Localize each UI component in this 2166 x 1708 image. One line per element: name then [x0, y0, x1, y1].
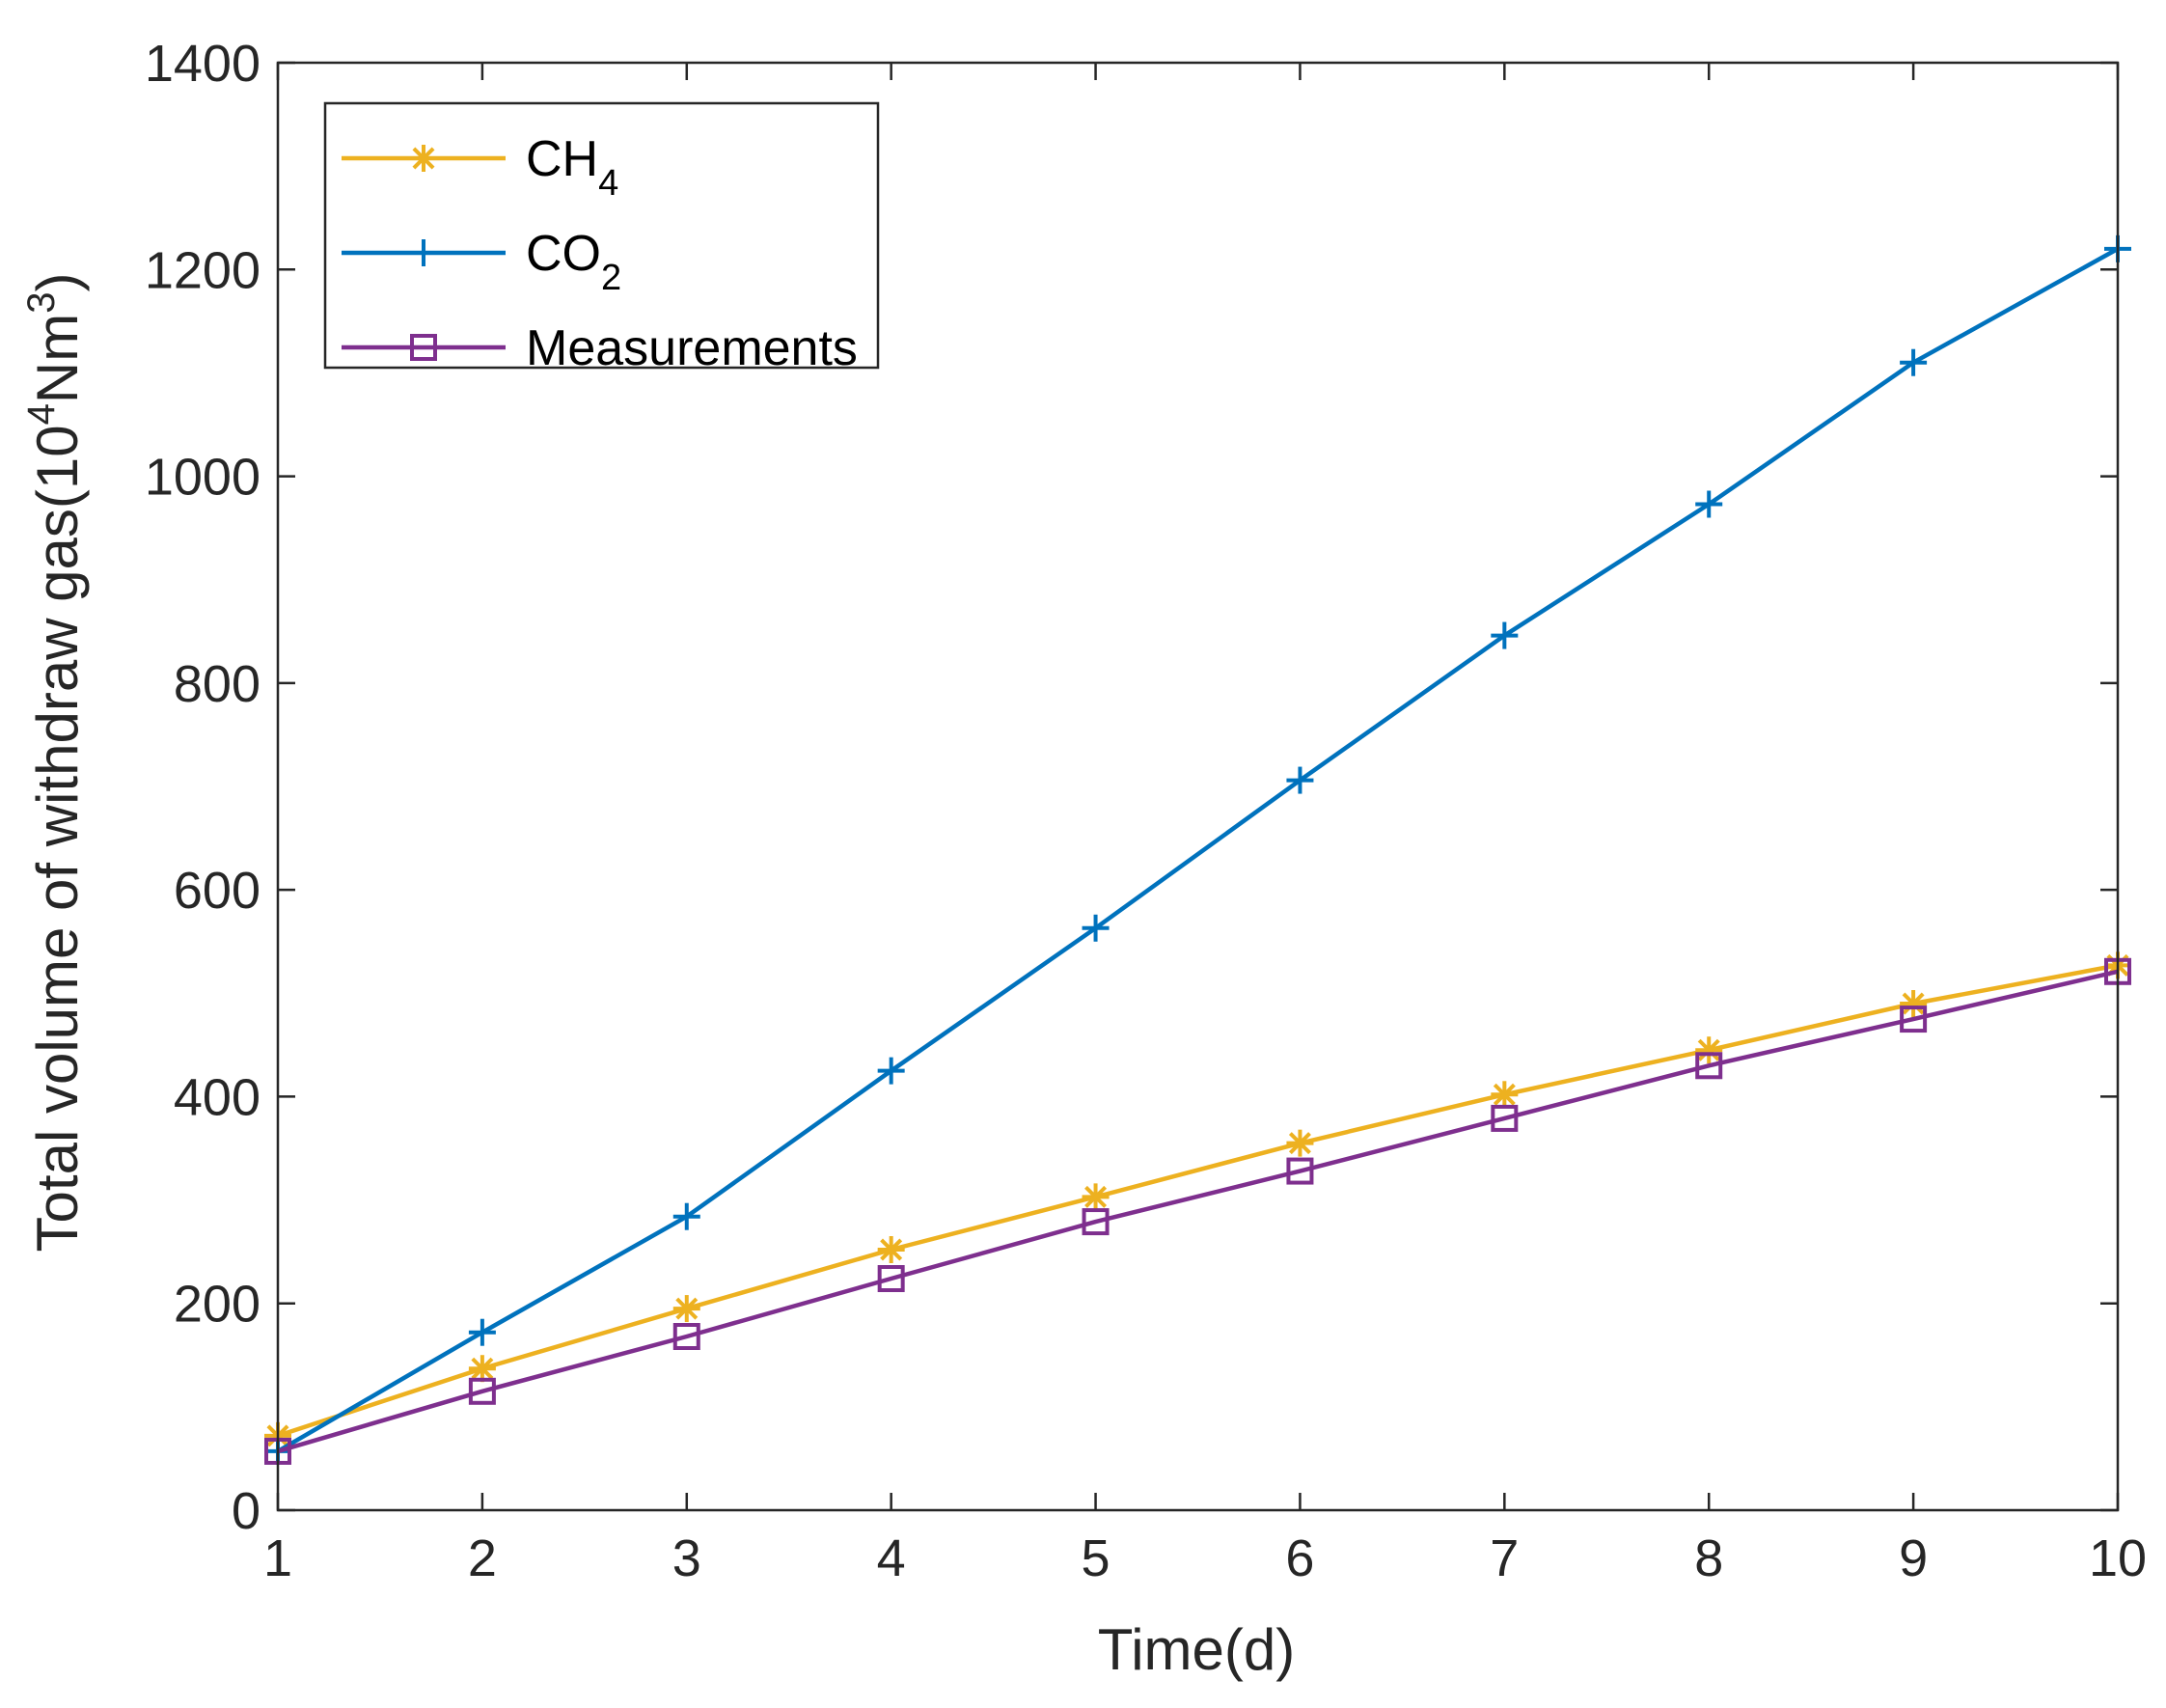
- y-tick-label: 600: [174, 862, 260, 920]
- x-tick-label: 4: [877, 1529, 906, 1587]
- series-layer: [264, 234, 2131, 1465]
- y-axis-label-unit: Nm: [25, 314, 90, 403]
- data-point-ch4: [1491, 1081, 1519, 1109]
- data-point-measurements: [1082, 1208, 1110, 1236]
- y-axis-label-text: Total volume of withdraw gas(10: [25, 425, 90, 1252]
- legend-label: CO2: [526, 226, 621, 298]
- x-tick-label: 7: [1490, 1529, 1519, 1587]
- data-point-measurements: [468, 1377, 496, 1405]
- data-point-measurements: [1491, 1104, 1519, 1132]
- data-point-measurements: [877, 1265, 905, 1292]
- data-point-measurements: [1695, 1052, 1723, 1080]
- y-tick-label: 400: [174, 1068, 260, 1126]
- data-point-ch4: [1286, 1129, 1314, 1157]
- data-point-measurements: [1900, 1006, 1928, 1033]
- legend-box: [323, 101, 880, 370]
- axes-layer: 1 2 3 4 5 6 7 8 9 10 0 200 400 600 800 1000 1200 1400: [145, 35, 2147, 1587]
- legend-label: CH4: [526, 131, 618, 204]
- legend-label: Measurements: [526, 320, 858, 376]
- legend-item-co2: CO2: [342, 226, 621, 298]
- legend: CH4 CO2 Measurements: [323, 101, 880, 376]
- x-axis-label: Time(d): [1098, 1617, 1295, 1682]
- legend-item-measurements: Measurements: [342, 320, 858, 376]
- data-point-ch4: [672, 1295, 700, 1323]
- y-tick-label: 800: [174, 655, 260, 713]
- data-point-co2: [1491, 621, 1519, 649]
- data-point-co2: [877, 1057, 905, 1085]
- y-axis-label-sup2: 3: [20, 292, 63, 314]
- data-point-measurements: [1286, 1157, 1314, 1185]
- series-line-co2: [276, 246, 2120, 1453]
- x-tick-label: 6: [1285, 1529, 1314, 1587]
- data-point-ch4: [1900, 990, 1928, 1017]
- y-axis-label: Total volume of withdraw gas(104Nm3): [20, 273, 90, 1253]
- y-tick-label: 1400: [145, 35, 260, 93]
- data-point-co2: [1286, 766, 1314, 794]
- y-axis-label-sup1: 4: [20, 403, 63, 425]
- data-point-measurements: [672, 1323, 700, 1350]
- x-tick-label: 2: [468, 1529, 497, 1587]
- data-point-co2: [1695, 490, 1723, 518]
- y-tick-label: 0: [232, 1482, 260, 1540]
- data-point-co2: [1082, 914, 1110, 942]
- x-tick-label: 8: [1694, 1529, 1723, 1587]
- x-tick-label: 9: [1899, 1529, 1928, 1587]
- data-point-ch4: [1082, 1183, 1110, 1211]
- data-point-ch4: [1695, 1036, 1723, 1064]
- y-tick-label: 1000: [145, 449, 260, 507]
- y-tick-label: 200: [174, 1276, 260, 1334]
- legend-marker-ch4: [410, 145, 437, 172]
- x-tick-label: 5: [1082, 1529, 1110, 1587]
- legend-marker-co2: [410, 239, 437, 266]
- series-line-measurements: [277, 969, 2119, 1454]
- data-point-ch4: [468, 1355, 496, 1383]
- x-tick-label: 1: [263, 1529, 292, 1587]
- axes-box: [276, 61, 2120, 1512]
- data-point-ch4: [877, 1236, 905, 1263]
- x-tick-label: 10: [2089, 1529, 2147, 1587]
- legend-marker-measurements: [410, 334, 437, 361]
- data-point-co2: [1900, 348, 1928, 376]
- x-tick-label: 3: [672, 1529, 701, 1587]
- legend-item-ch4: CH4: [342, 131, 618, 204]
- series-line-ch4: [277, 963, 2119, 1438]
- data-point-co2: [672, 1202, 700, 1230]
- y-axis-label-close: ): [25, 273, 90, 292]
- y-tick-label: 1200: [145, 241, 260, 299]
- data-point-co2: [468, 1318, 496, 1346]
